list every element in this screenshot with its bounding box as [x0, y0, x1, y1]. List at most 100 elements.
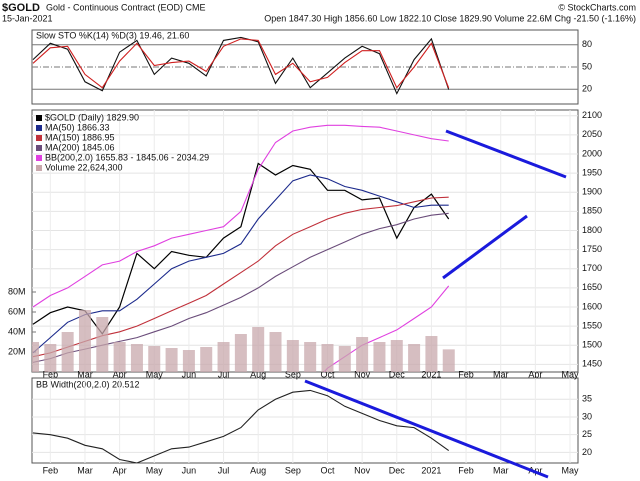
x-tick-label: Sep [285, 369, 301, 379]
series-line [32, 389, 450, 463]
x-tick-label: 2021 [421, 465, 441, 475]
y2-tick-label: 20M [8, 346, 26, 356]
x-tick-label: Mar [493, 369, 509, 379]
y-tick-label: 1750 [582, 244, 602, 254]
volume-bar [252, 327, 265, 372]
y-tick-label: 1850 [582, 206, 602, 216]
legend-swatch [36, 165, 42, 171]
x-tick-label: Aug [250, 465, 266, 475]
legend-entry: Volume 22,624,300 [45, 162, 123, 172]
y-tick-label: 50 [582, 61, 592, 71]
y-tick-label: 1950 [582, 167, 602, 177]
x-tick-label: Mar [77, 369, 93, 379]
y2-tick-label: 80M [8, 286, 26, 296]
series-line [32, 124, 449, 308]
x-tick-label: Jun [182, 465, 197, 475]
x-tick-label: Dec [389, 465, 406, 475]
x-tick-label: Apr [528, 465, 542, 475]
volume-bar [78, 310, 91, 372]
trend-line [442, 214, 528, 280]
symbol: $GOLD [2, 2, 40, 14]
x-tick-label: Oct [320, 369, 335, 379]
x-tick-label: Feb [458, 465, 474, 475]
x-tick-label: May [561, 465, 579, 475]
x-tick-label: Nov [354, 369, 371, 379]
y-tick-label: 1600 [582, 301, 602, 311]
y-tick-label: 20 [582, 84, 592, 94]
volume-bar [148, 346, 161, 372]
panel-frame [31, 377, 579, 464]
x-tick-label: Mar [493, 465, 509, 475]
volume-bar [321, 344, 334, 372]
volume-bar [182, 350, 195, 372]
x-tick-label: Oct [320, 465, 335, 475]
legend-swatch [36, 145, 42, 151]
x-tick-label: Jul [218, 465, 230, 475]
panel-title: BB Width(200,2.0) 20.512 [36, 379, 140, 389]
trend-line [445, 129, 567, 179]
x-tick-label: May [146, 369, 164, 379]
legend-swatch [36, 115, 42, 121]
y-tick-label: 2050 [582, 129, 602, 139]
x-tick-label: Feb [43, 369, 59, 379]
volume-bar [96, 317, 109, 372]
volume-bar [390, 340, 403, 372]
y-tick-label: 30 [582, 411, 592, 421]
x-tick-label: May [561, 369, 579, 379]
y-tick-label: 1900 [582, 187, 602, 197]
y2-tick-label: 60M [8, 306, 26, 316]
date: 15-Jan-2021 [2, 13, 53, 23]
x-tick-label: Sep [285, 465, 301, 475]
series-line [323, 285, 450, 372]
volume-bar [442, 349, 455, 372]
y-tick-label: 1800 [582, 225, 602, 235]
series-line [32, 38, 450, 89]
volume-bar [286, 340, 299, 372]
volume-bar [61, 332, 74, 372]
volume-bar [338, 346, 351, 372]
x-tick-label: Feb [43, 465, 59, 475]
x-tick-label: Apr [113, 369, 127, 379]
volume-bar [130, 344, 143, 372]
x-tick-label: Jun [182, 369, 197, 379]
y-tick-label: 35 [582, 394, 592, 404]
volume-bar [217, 342, 230, 372]
legend-swatch [36, 155, 42, 161]
volume-bar [425, 336, 438, 372]
volume-bar [113, 342, 126, 372]
volume-bar [32, 342, 39, 372]
y-tick-label: 1550 [582, 320, 602, 330]
volume-bar [269, 332, 282, 372]
legend-entry: MA(150) 1886.95 [45, 132, 115, 142]
x-tick-label: Apr [113, 465, 127, 475]
series-line [32, 196, 449, 358]
volume-bar [200, 347, 213, 372]
x-tick-label: Feb [458, 369, 474, 379]
series-line [32, 174, 449, 354]
trend-line [304, 379, 549, 479]
y-tick-label: 1650 [582, 282, 602, 292]
x-tick-label: Dec [389, 369, 406, 379]
series-line [32, 36, 450, 95]
y-tick-label: 2000 [582, 148, 602, 158]
x-tick-label: 2021 [421, 369, 441, 379]
y-tick-label: 1500 [582, 340, 602, 350]
legend-entry: MA(200) 1845.06 [45, 142, 115, 152]
legend-entry: BB(200,2.0) 1655.83 - 1845.06 - 2034.29 [45, 152, 209, 162]
y-tick-label: 20 [582, 447, 592, 457]
instrument-name: Gold - Continuous Contract (EOD) CME [46, 2, 206, 12]
y-tick-label: 1700 [582, 263, 602, 273]
volume-bar [408, 344, 421, 372]
y-tick-label: 2100 [582, 110, 602, 120]
series-line [32, 162, 450, 335]
x-tick-label: Aug [250, 369, 266, 379]
legend-entry: $GOLD (Daily) 1829.90 [45, 112, 139, 122]
x-tick-label: May [146, 465, 164, 475]
y-tick-label: 80 [582, 39, 592, 49]
x-tick-label: Apr [528, 369, 542, 379]
y-tick-label: 1450 [582, 359, 602, 369]
legend-swatch [36, 125, 42, 131]
y-tick-label: 25 [582, 429, 592, 439]
x-tick-label: Jul [218, 369, 230, 379]
